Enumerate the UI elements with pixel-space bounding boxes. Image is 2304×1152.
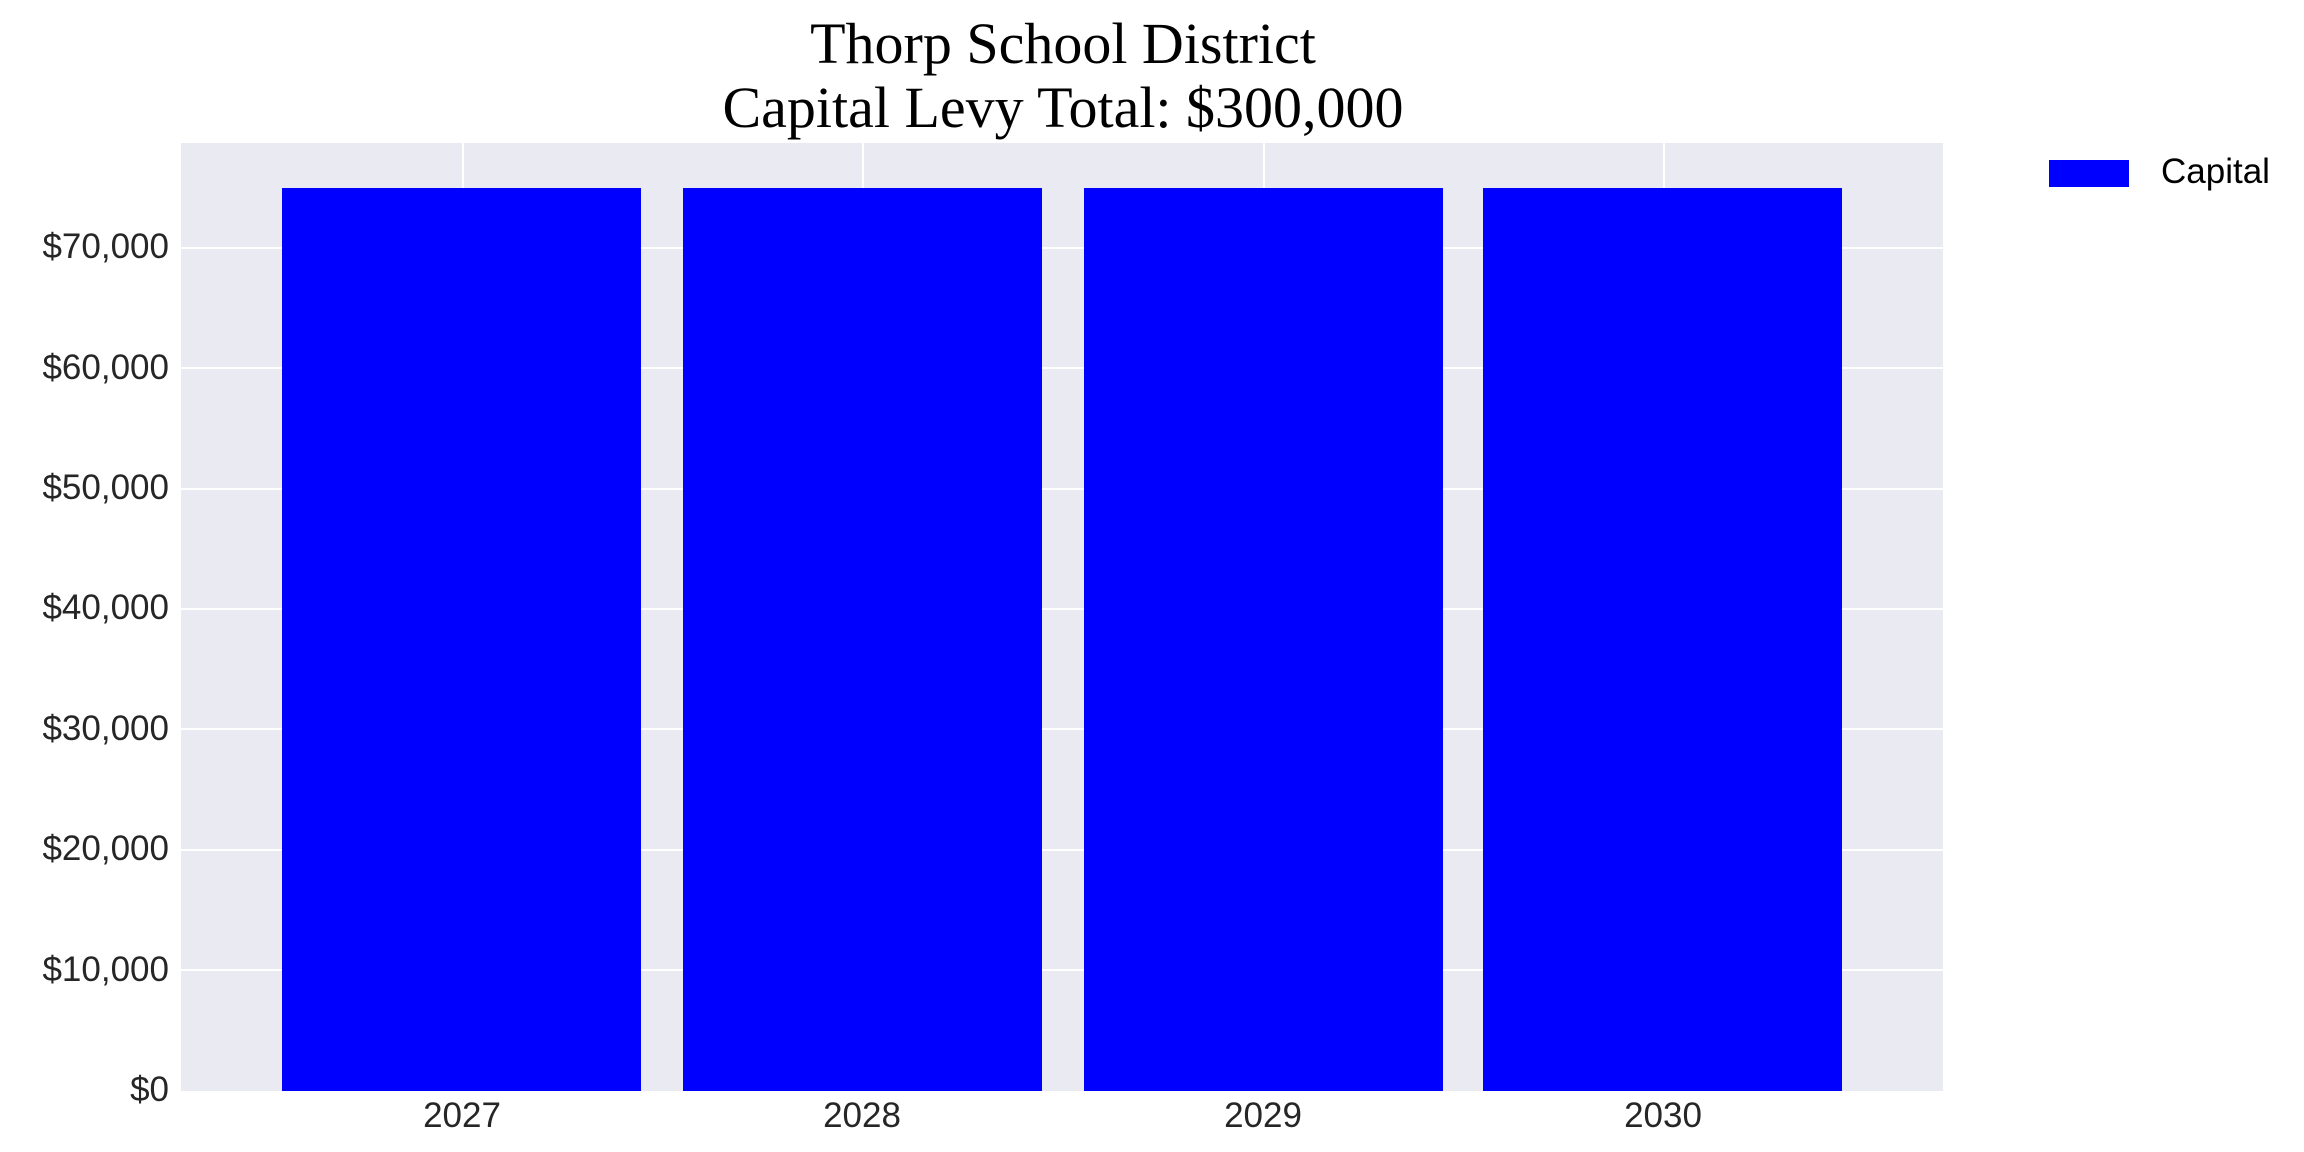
grid-line-70000 <box>181 247 1943 249</box>
chart-title: Thorp School District <box>810 11 1316 76</box>
bar-2028 <box>683 188 1042 1091</box>
x-tick-label: 2028 <box>823 1096 901 1135</box>
bar-2027 <box>282 188 641 1091</box>
x-tick-label: 2027 <box>423 1096 501 1135</box>
y-tick-label: $10,000 <box>42 950 169 989</box>
plot-area <box>181 143 1943 1091</box>
grid-line-20000 <box>181 849 1943 851</box>
y-tick-label: $40,000 <box>42 588 169 627</box>
grid-line-60000 <box>181 367 1943 369</box>
x-tick-label: 2029 <box>1224 1096 1302 1135</box>
y-tick-label: $50,000 <box>42 468 169 507</box>
chart-subtitle: Capital Levy Total: $300,000 <box>722 75 1404 140</box>
y-tick-label: $70,000 <box>42 227 169 266</box>
grid-line-50000 <box>181 488 1943 490</box>
y-tick-label: $30,000 <box>42 709 169 748</box>
y-tick-label: $60,000 <box>42 348 169 387</box>
x-tick-label: 2030 <box>1624 1096 1702 1135</box>
grid-line-30000 <box>181 728 1943 730</box>
bar-2029 <box>1084 188 1443 1091</box>
grid-line-40000 <box>181 608 1943 610</box>
y-tick-label: $20,000 <box>42 829 169 868</box>
grid-line-10000 <box>181 969 1943 971</box>
y-tick-label: $0 <box>130 1070 169 1109</box>
legend-swatch-capital <box>2049 160 2129 187</box>
legend-label-capital: Capital <box>2161 152 2270 191</box>
bar-2030 <box>1483 188 1842 1091</box>
